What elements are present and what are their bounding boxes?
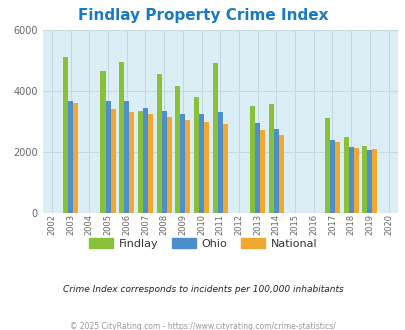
Bar (334, 142, 339, 213)
Bar (348, 147, 353, 213)
Bar (68, 101, 73, 213)
Bar (124, 101, 129, 213)
Bar (180, 114, 185, 213)
Text: Findlay Property Crime Index: Findlay Property Crime Index (78, 8, 327, 23)
Bar (222, 124, 227, 213)
Bar (361, 146, 367, 213)
Bar (204, 122, 209, 213)
Bar (273, 129, 278, 213)
Bar (175, 86, 180, 213)
Bar (148, 114, 153, 213)
Bar (329, 140, 334, 213)
Bar (110, 109, 115, 213)
Bar (194, 97, 198, 213)
Bar (367, 150, 371, 213)
Bar (217, 112, 222, 213)
Bar (198, 114, 204, 213)
Bar (268, 105, 273, 213)
Text: © 2025 CityRating.com - https://www.cityrating.com/crime-statistics/: © 2025 CityRating.com - https://www.city… (70, 322, 335, 330)
Bar (260, 130, 264, 213)
Bar (324, 118, 329, 213)
Bar (353, 148, 358, 213)
Bar (63, 57, 68, 213)
Bar (212, 63, 217, 213)
Bar (73, 103, 78, 213)
Bar (278, 135, 283, 213)
Bar (156, 74, 161, 213)
Bar (143, 108, 148, 213)
Bar (166, 117, 171, 213)
Bar (138, 111, 143, 213)
Bar (343, 137, 348, 213)
Bar (161, 111, 166, 213)
Bar (185, 120, 190, 213)
Bar (100, 71, 105, 213)
Bar (119, 62, 124, 213)
Bar (129, 112, 134, 213)
Bar (254, 123, 260, 213)
Bar (249, 106, 254, 213)
Bar (371, 149, 377, 213)
Bar (105, 101, 110, 213)
Legend: Findlay, Ohio, National: Findlay, Ohio, National (84, 234, 321, 253)
Text: Crime Index corresponds to incidents per 100,000 inhabitants: Crime Index corresponds to incidents per… (62, 285, 343, 294)
